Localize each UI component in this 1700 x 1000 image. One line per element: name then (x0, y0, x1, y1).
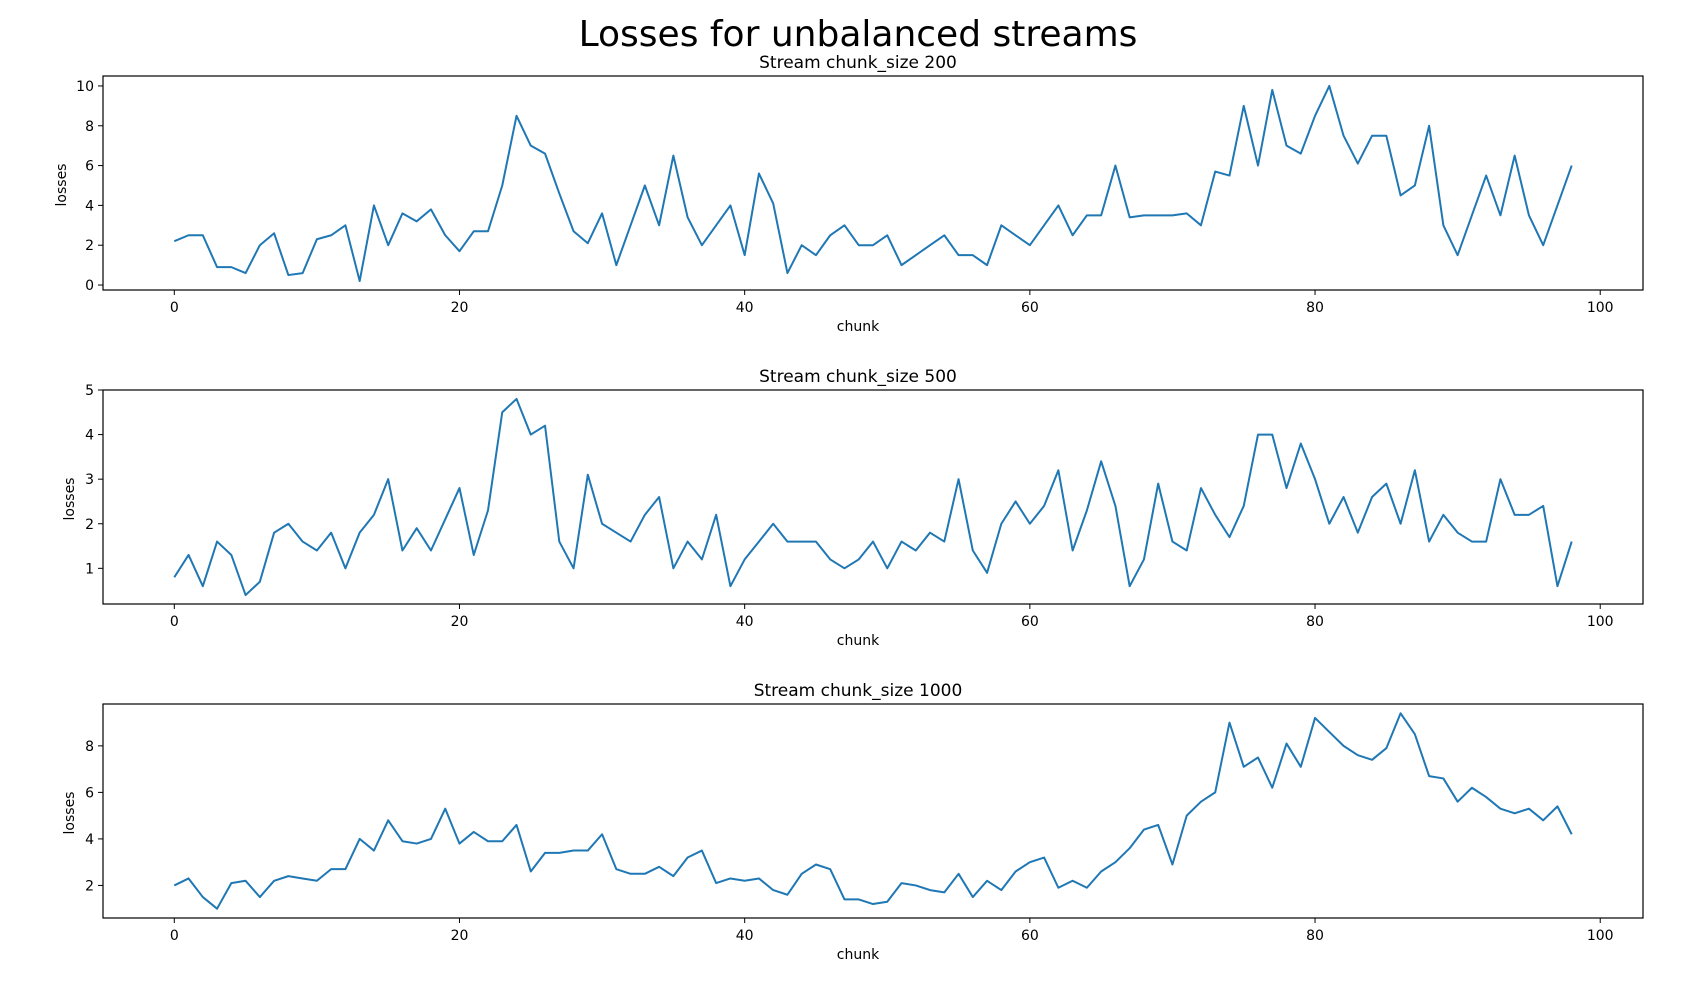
x-tick-label: 40 (736, 614, 754, 630)
x-tick-label: 20 (451, 614, 469, 630)
figure-title: Losses for unbalanced streams (579, 14, 1138, 55)
subplot-chunk-size-200: Stream chunk_size 200 chunk losses 0 20 40… (54, 53, 1644, 335)
x-tick-label: 100 (1587, 928, 1614, 944)
y-tick-label: 6 (85, 159, 94, 175)
x-tick-label: 80 (1306, 614, 1324, 630)
y-tick-label: 4 (85, 832, 94, 848)
x-tick-label: 0 (170, 614, 179, 630)
series-line-losses (173, 397, 1573, 597)
y-axis-label: losses (54, 164, 70, 207)
y-tick-label: 10 (76, 79, 94, 95)
subplot-title: Stream chunk_size 200 (759, 53, 957, 73)
x-tick-label: 20 (451, 300, 469, 316)
y-tick-label: 6 (85, 785, 94, 801)
y-tick-label: 1 (85, 561, 94, 577)
x-axis-label: chunk (837, 633, 880, 649)
y-tick-label: 2 (85, 238, 94, 254)
y-tick-label: 4 (85, 428, 94, 444)
x-tick-label: 20 (451, 928, 469, 944)
x-tick-label: 80 (1306, 928, 1324, 944)
x-tick-label: 100 (1587, 614, 1614, 630)
x-tick-label: 80 (1306, 300, 1324, 316)
x-axis-label: chunk (837, 947, 880, 963)
subplot-chunk-size-500: Stream chunk_size 500 chunk losses 0 20 40… (62, 367, 1644, 649)
axes-frame (102, 389, 1644, 605)
y-axis-label: losses (62, 478, 78, 521)
series-line-losses (173, 712, 1573, 910)
series-line-losses (173, 84, 1573, 283)
subplot-title: Stream chunk_size 500 (759, 367, 957, 387)
y-tick-label: 2 (85, 878, 94, 894)
y-tick-label: 2 (85, 517, 94, 533)
y-tick-label: 3 (85, 472, 94, 488)
x-tick-label: 0 (170, 300, 179, 316)
x-tick-label: 60 (1021, 614, 1039, 630)
axes-frame (102, 75, 1644, 291)
y-tick-label: 8 (85, 739, 94, 755)
x-tick-label: 100 (1587, 300, 1614, 316)
y-tick-label: 0 (85, 278, 94, 294)
x-tick-label: 0 (170, 928, 179, 944)
y-tick-label: 5 (85, 383, 94, 399)
subplot-title: Stream chunk_size 1000 (754, 681, 963, 701)
x-tick-label: 40 (736, 300, 754, 316)
y-tick-label: 8 (85, 119, 94, 135)
x-tick-label: 60 (1021, 300, 1039, 316)
axes-frame (102, 703, 1644, 919)
x-axis-label: chunk (837, 319, 880, 335)
subplot-chunk-size-1000: Stream chunk_size 1000 chunk losses 0 20 4… (62, 681, 1644, 963)
y-tick-label: 4 (85, 198, 94, 214)
y-axis-label: losses (62, 792, 78, 835)
x-tick-label: 40 (736, 928, 754, 944)
x-tick-label: 60 (1021, 928, 1039, 944)
